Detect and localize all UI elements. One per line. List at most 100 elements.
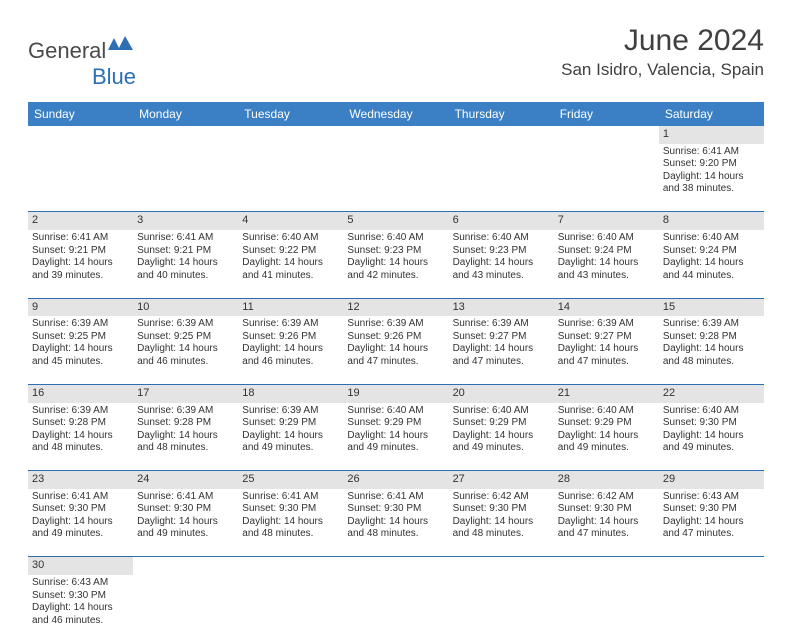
daylight-text-2: and 42 minutes.	[347, 270, 444, 283]
daylight-text: Daylight: 14 hours	[558, 430, 655, 443]
sunrise-text: Sunrise: 6:43 AM	[663, 491, 760, 504]
day-cell: Sunrise: 6:40 AMSunset: 9:23 PMDaylight:…	[449, 230, 554, 298]
day-number-cell: 26	[343, 471, 448, 489]
daylight-text: Daylight: 14 hours	[242, 343, 339, 356]
day-number-cell: 2	[28, 212, 133, 230]
sunset-text: Sunset: 9:24 PM	[663, 245, 760, 258]
day-content-row: Sunrise: 6:39 AMSunset: 9:25 PMDaylight:…	[28, 316, 764, 384]
day-number-row: 30	[28, 557, 764, 575]
daylight-text-2: and 46 minutes.	[32, 615, 129, 628]
daylight-text: Daylight: 14 hours	[137, 257, 234, 270]
daylight-text-2: and 46 minutes.	[242, 356, 339, 369]
daylight-text: Daylight: 14 hours	[663, 516, 760, 529]
day-number-row: 1	[28, 126, 764, 144]
daylight-text-2: and 49 minutes.	[32, 528, 129, 541]
weekday-header: Wednesday	[343, 102, 448, 126]
sunset-text: Sunset: 9:30 PM	[32, 503, 129, 516]
sunrise-text: Sunrise: 6:41 AM	[663, 146, 760, 159]
day-number-cell: 30	[28, 557, 133, 575]
daylight-text: Daylight: 14 hours	[663, 343, 760, 356]
sunrise-text: Sunrise: 6:41 AM	[347, 491, 444, 504]
daylight-text-2: and 47 minutes.	[347, 356, 444, 369]
day-number-cell: 23	[28, 471, 133, 489]
day-number-row: 9101112131415	[28, 298, 764, 316]
daylight-text: Daylight: 14 hours	[663, 430, 760, 443]
sunset-text: Sunset: 9:26 PM	[347, 331, 444, 344]
weekday-header-row: Sunday Monday Tuesday Wednesday Thursday…	[28, 102, 764, 126]
daylight-text-2: and 41 minutes.	[242, 270, 339, 283]
day-number-cell: 20	[449, 384, 554, 402]
daylight-text-2: and 49 minutes.	[242, 442, 339, 455]
day-cell	[238, 144, 343, 212]
sunset-text: Sunset: 9:30 PM	[453, 503, 550, 516]
day-content-row: Sunrise: 6:41 AMSunset: 9:20 PMDaylight:…	[28, 144, 764, 212]
day-cell	[554, 575, 659, 643]
sunrise-text: Sunrise: 6:40 AM	[453, 232, 550, 245]
sunrise-text: Sunrise: 6:39 AM	[663, 318, 760, 331]
day-cell: Sunrise: 6:40 AMSunset: 9:29 PMDaylight:…	[343, 403, 448, 471]
day-number-cell: 9	[28, 298, 133, 316]
day-number-cell: 3	[133, 212, 238, 230]
day-cell: Sunrise: 6:39 AMSunset: 9:25 PMDaylight:…	[28, 316, 133, 384]
day-cell: Sunrise: 6:39 AMSunset: 9:26 PMDaylight:…	[238, 316, 343, 384]
sunset-text: Sunset: 9:30 PM	[137, 503, 234, 516]
sunset-text: Sunset: 9:26 PM	[242, 331, 339, 344]
weekday-header: Tuesday	[238, 102, 343, 126]
day-cell: Sunrise: 6:39 AMSunset: 9:28 PMDaylight:…	[659, 316, 764, 384]
sunset-text: Sunset: 9:30 PM	[663, 417, 760, 430]
daylight-text-2: and 48 minutes.	[32, 442, 129, 455]
sunrise-text: Sunrise: 6:39 AM	[242, 318, 339, 331]
sunset-text: Sunset: 9:23 PM	[347, 245, 444, 258]
day-cell: Sunrise: 6:40 AMSunset: 9:22 PMDaylight:…	[238, 230, 343, 298]
daylight-text: Daylight: 14 hours	[137, 343, 234, 356]
sunset-text: Sunset: 9:24 PM	[558, 245, 655, 258]
day-content-row: Sunrise: 6:43 AMSunset: 9:30 PMDaylight:…	[28, 575, 764, 643]
sunrise-text: Sunrise: 6:41 AM	[32, 232, 129, 245]
logo-text-general: General	[28, 38, 106, 64]
sunset-text: Sunset: 9:30 PM	[32, 590, 129, 603]
day-cell: Sunrise: 6:42 AMSunset: 9:30 PMDaylight:…	[449, 489, 554, 557]
daylight-text-2: and 49 minutes.	[347, 442, 444, 455]
sunrise-text: Sunrise: 6:39 AM	[347, 318, 444, 331]
daylight-text-2: and 47 minutes.	[453, 356, 550, 369]
daylight-text: Daylight: 14 hours	[32, 516, 129, 529]
sunset-text: Sunset: 9:29 PM	[347, 417, 444, 430]
sunrise-text: Sunrise: 6:39 AM	[137, 405, 234, 418]
daylight-text: Daylight: 14 hours	[347, 257, 444, 270]
daylight-text-2: and 47 minutes.	[663, 528, 760, 541]
day-cell: Sunrise: 6:40 AMSunset: 9:24 PMDaylight:…	[659, 230, 764, 298]
weekday-header: Friday	[554, 102, 659, 126]
daylight-text-2: and 43 minutes.	[453, 270, 550, 283]
day-cell	[28, 144, 133, 212]
day-number-cell: 6	[449, 212, 554, 230]
sunrise-text: Sunrise: 6:40 AM	[558, 232, 655, 245]
daylight-text: Daylight: 14 hours	[242, 430, 339, 443]
day-number-cell	[238, 126, 343, 144]
sunrise-text: Sunrise: 6:39 AM	[242, 405, 339, 418]
calendar-page: General June 2024 San Isidro, Valencia, …	[0, 0, 792, 643]
day-number-cell	[449, 126, 554, 144]
day-cell: Sunrise: 6:43 AMSunset: 9:30 PMDaylight:…	[659, 489, 764, 557]
daylight-text: Daylight: 14 hours	[663, 257, 760, 270]
day-number-cell: 24	[133, 471, 238, 489]
daylight-text: Daylight: 14 hours	[453, 430, 550, 443]
sunset-text: Sunset: 9:25 PM	[32, 331, 129, 344]
daylight-text: Daylight: 14 hours	[663, 171, 760, 184]
sunset-text: Sunset: 9:22 PM	[242, 245, 339, 258]
daylight-text-2: and 46 minutes.	[137, 356, 234, 369]
day-number-cell: 10	[133, 298, 238, 316]
daylight-text: Daylight: 14 hours	[32, 343, 129, 356]
day-number-cell: 12	[343, 298, 448, 316]
daylight-text-2: and 49 minutes.	[453, 442, 550, 455]
day-cell: Sunrise: 6:41 AMSunset: 9:30 PMDaylight:…	[343, 489, 448, 557]
day-number-cell: 17	[133, 384, 238, 402]
day-number-cell: 27	[449, 471, 554, 489]
daylight-text: Daylight: 14 hours	[242, 516, 339, 529]
day-cell: Sunrise: 6:39 AMSunset: 9:29 PMDaylight:…	[238, 403, 343, 471]
daylight-text: Daylight: 14 hours	[242, 257, 339, 270]
day-number-cell	[449, 557, 554, 575]
day-cell: Sunrise: 6:41 AMSunset: 9:30 PMDaylight:…	[238, 489, 343, 557]
day-cell: Sunrise: 6:39 AMSunset: 9:28 PMDaylight:…	[28, 403, 133, 471]
day-cell	[343, 144, 448, 212]
daylight-text: Daylight: 14 hours	[558, 343, 655, 356]
